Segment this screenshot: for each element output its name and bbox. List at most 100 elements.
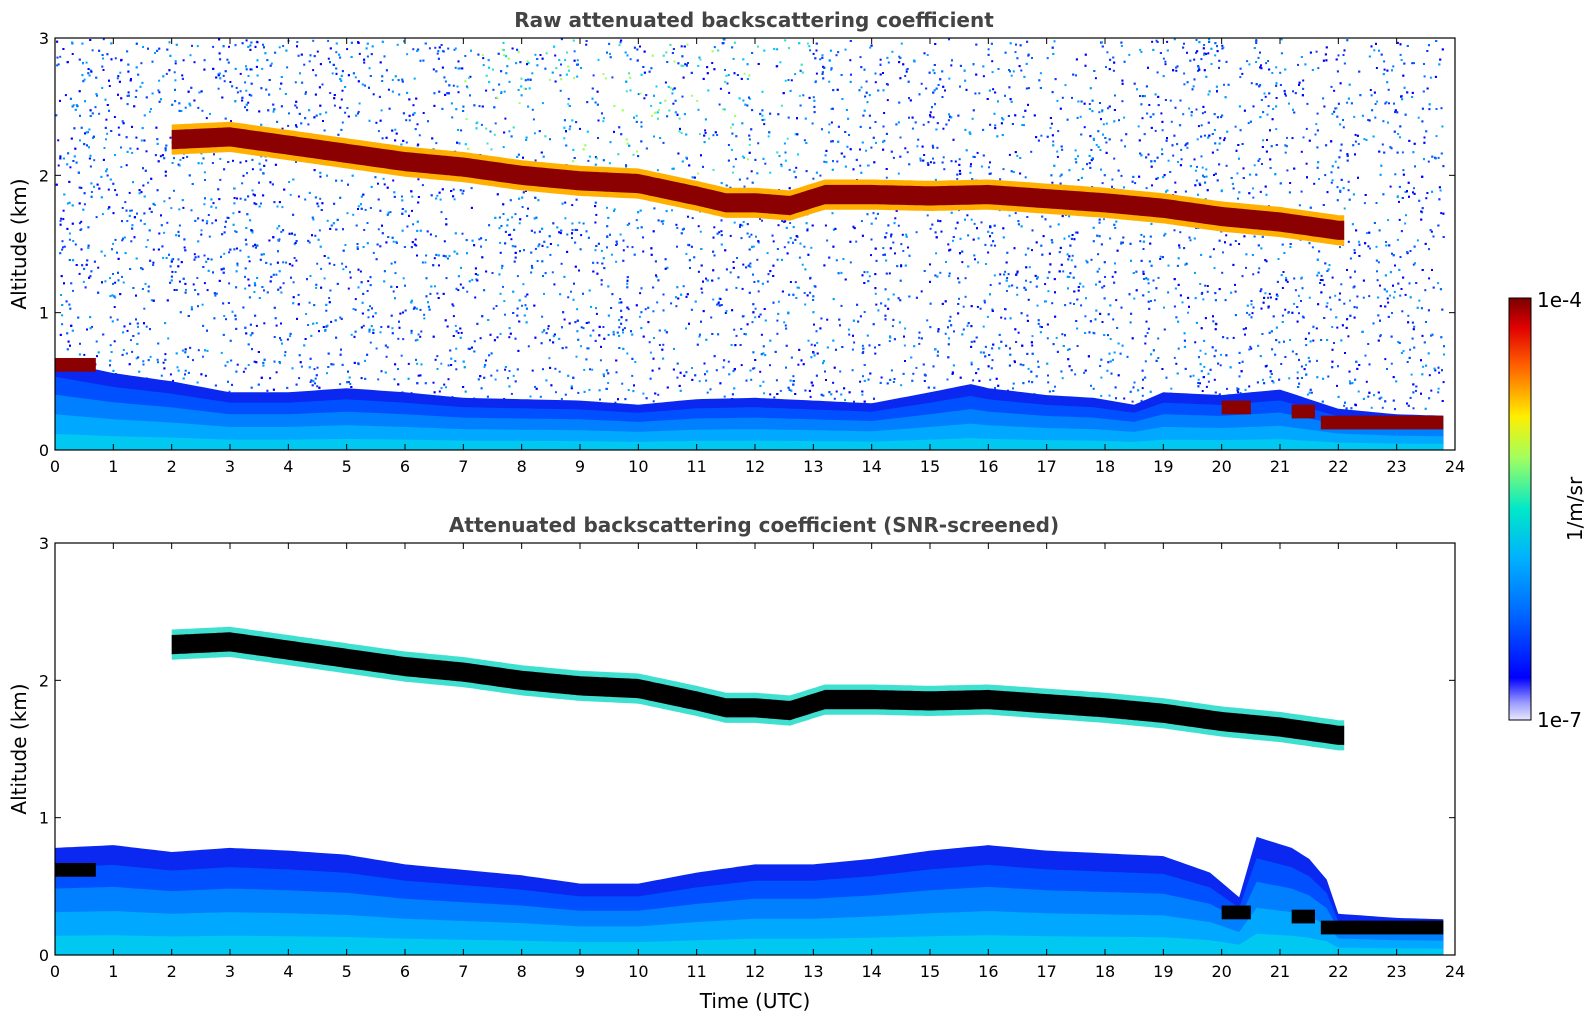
noise-pixel [1225,164,1228,167]
noise-pixel [1139,240,1142,243]
noise-pixel [1368,295,1371,298]
noise-pixel [599,359,602,362]
noise-pixel [786,137,789,140]
noise-pixel [922,123,925,126]
noise-pixel [1288,377,1291,380]
noise-pixel [989,161,991,164]
noise-pixel [1202,298,1205,301]
noise-pixel [1071,254,1074,257]
noise-pixel [89,69,92,72]
noise-pixel [247,364,250,366]
noise-pixel [1054,385,1056,388]
noise-pixel [947,119,950,122]
noise-pixel [434,235,437,238]
noise-pixel [1189,239,1192,242]
noise-pixel [747,158,749,161]
noise-pixel [394,272,397,275]
noise-pixel [158,232,161,235]
noise-pixel [642,392,645,395]
noise-pixel [72,240,75,242]
noise-pixel [1200,58,1203,61]
noise-pixel [1271,72,1274,74]
noise-pixel [1221,271,1224,274]
noise-pixel [680,132,683,135]
noise-pixel [263,289,265,292]
noise-pixel [322,120,324,122]
noise-pixel [643,97,646,100]
noise-pixel [1297,294,1300,297]
noise-pixel [748,143,751,146]
noise-pixel [567,97,570,100]
noise-pixel [116,318,119,321]
noise-pixel [534,247,537,250]
noise-pixel [602,120,605,123]
noise-pixel [114,281,117,284]
noise-pixel [381,137,384,140]
noise-pixel [883,112,886,114]
noise-pixel [1336,384,1338,387]
noise-pixel [656,169,659,172]
noise-pixel [1206,285,1209,287]
noise-pixel [1326,302,1329,305]
noise-pixel [727,360,730,363]
noise-pixel [1259,290,1262,293]
noise-pixel [219,157,222,160]
noise-pixel [627,389,630,391]
noise-pixel [1047,381,1050,384]
noise-pixel [735,334,738,337]
noise-pixel [156,358,159,361]
noise-pixel [308,301,311,304]
noise-pixel [559,74,562,77]
noise-pixel [862,350,865,353]
noise-pixel [1154,129,1157,132]
noise-pixel [1305,127,1308,130]
noise-pixel [1422,365,1425,368]
noise-pixel [1333,342,1335,344]
noise-pixel [278,238,281,241]
noise-pixel [533,132,536,135]
noise-pixel [1187,311,1189,314]
noise-pixel [1398,218,1401,221]
noise-pixel [178,280,181,283]
noise-pixel [568,128,571,131]
noise-pixel [670,302,673,305]
noise-pixel [1024,176,1027,179]
noise-pixel [1289,246,1292,248]
noise-pixel [891,325,894,328]
noise-pixel [945,261,947,263]
noise-pixel [989,378,992,381]
noise-pixel [328,297,331,299]
noise-pixel [777,300,780,303]
noise-pixel [769,393,772,396]
noise-pixel [467,77,470,80]
noise-pixel [1205,53,1208,55]
noise-pixel [1399,53,1402,56]
noise-pixel [652,400,655,403]
noise-pixel [1333,89,1336,92]
noise-pixel [720,230,723,233]
noise-pixel [712,134,715,137]
noise-pixel [105,118,108,121]
noise-pixel [228,282,231,285]
noise-pixel [657,393,660,396]
noise-pixel [1399,294,1402,297]
noise-pixel [1387,88,1390,91]
noise-pixel [1284,151,1287,154]
noise-pixel [316,385,319,388]
noise-pixel [607,333,610,336]
noise-pixel [772,240,775,243]
noise-pixel [517,89,520,91]
noise-pixel [169,136,172,139]
noise-pixel [117,75,120,78]
noise-pixel [554,54,557,57]
noise-pixel [953,330,955,333]
noise-pixel [916,145,919,148]
noise-pixel [319,197,322,200]
noise-pixel [279,87,282,90]
noise-pixel [1280,363,1283,365]
noise-pixel [1131,400,1134,403]
noise-pixel [269,263,272,266]
noise-pixel [662,141,665,144]
noise-pixel [865,149,867,152]
noise-pixel [510,392,513,395]
